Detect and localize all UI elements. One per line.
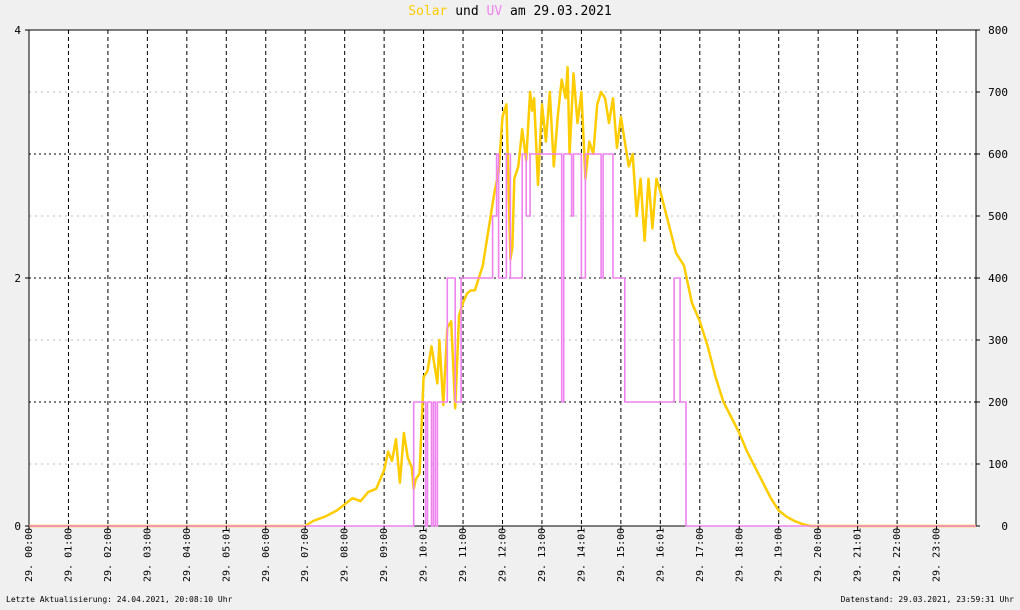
chart-title: Solar und UV am 29.03.2021 — [0, 4, 1020, 19]
x-tick-label: 29. 19:00 — [774, 528, 785, 582]
x-tick-label: 29. 23:00 — [932, 528, 943, 582]
x-tick-label: 29. 17:00 — [695, 528, 706, 582]
x-tick-label: 29. 01:00 — [63, 528, 74, 582]
x-tick-label: 29. 20:00 — [813, 528, 824, 582]
x-tick-label: 29. 10:01 — [419, 528, 430, 582]
right-tick-label: 800 — [988, 24, 1008, 37]
x-tick-label: 29. 18:00 — [734, 528, 745, 582]
right-tick-label: 700 — [988, 86, 1008, 99]
left-tick-label: 2 — [14, 272, 21, 285]
x-tick-label: 29. 04:00 — [182, 528, 193, 582]
left-tick-label: 4 — [14, 24, 21, 37]
footer-last-update: Letzte Aktualisierung: 24.04.2021, 20:08… — [6, 595, 233, 604]
x-tick-label: 29. 02:00 — [103, 528, 114, 582]
right-tick-label: 200 — [988, 396, 1008, 409]
x-tick-label: 29. 11:00 — [458, 528, 469, 582]
title-und: und — [447, 4, 487, 19]
x-tick-label: 29. 22:00 — [892, 528, 903, 582]
title-date: am 29.03.2021 — [502, 4, 612, 19]
x-tick-label: 29. 05:01 — [221, 528, 232, 582]
x-tick-label: 29. 00:00 — [24, 528, 35, 582]
footer-data-status: Datenstand: 29.03.2021, 23:59:31 Uhr — [840, 595, 1014, 604]
right-tick-label: 100 — [988, 458, 1008, 471]
x-tick-label: 29. 13:00 — [537, 528, 548, 582]
x-tick-label: 29. 16:01 — [655, 528, 666, 582]
title-uv: UV — [486, 4, 503, 19]
x-tick-label: 29. 21:01 — [853, 528, 864, 582]
series-line-uv — [29, 153, 976, 527]
x-tick-label: 29. 06:00 — [261, 528, 272, 582]
x-tick-label: 29. 09:00 — [379, 528, 390, 582]
x-tick-label: 29. 12:00 — [498, 528, 509, 582]
x-tick-label: 29. 07:00 — [300, 528, 311, 582]
right-tick-label: 300 — [988, 334, 1008, 347]
x-tick-label: 29. 14:01 — [576, 528, 587, 582]
title-solar: Solar — [408, 4, 448, 19]
left-tick-label: 0 — [14, 520, 21, 533]
x-tick-label: 29. 03:00 — [142, 528, 153, 582]
right-tick-label: 400 — [988, 272, 1008, 285]
x-tick-label: 29. 08:00 — [340, 528, 351, 582]
right-tick-label: 500 — [988, 210, 1008, 223]
x-tick-label: 29. 15:00 — [616, 528, 627, 582]
right-tick-label: 600 — [988, 148, 1008, 161]
right-tick-label: 0 — [1001, 520, 1008, 533]
